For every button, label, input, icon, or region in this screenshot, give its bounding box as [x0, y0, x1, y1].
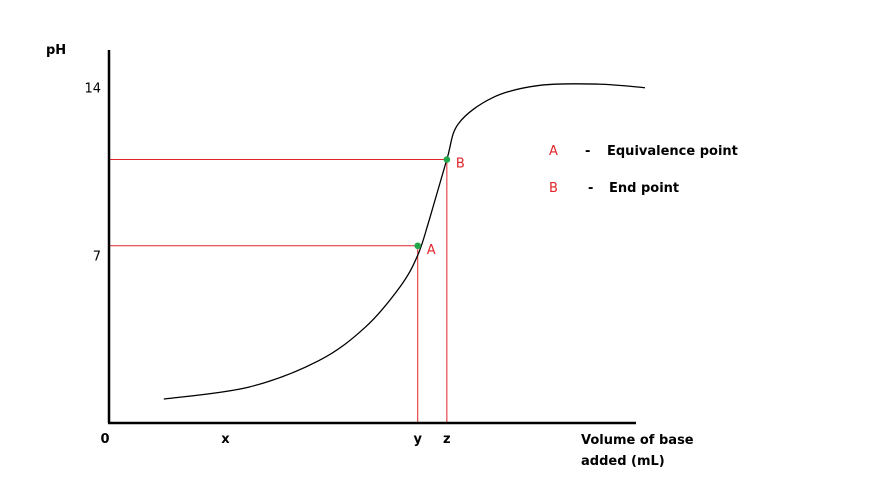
legend-text-b: End point [609, 181, 679, 196]
legend-text-a: Equivalence point [607, 144, 738, 159]
point-marks: AB [414, 156, 465, 258]
x-axis-label-line-2: added (mL) [581, 454, 665, 469]
x-tick-label-x: x [221, 432, 230, 447]
x-tick-label-z: z [443, 432, 451, 447]
point-label-a: A [427, 243, 436, 258]
y-tick-label-14: 14 [84, 82, 101, 97]
legend-key-b: B [549, 181, 558, 196]
x-axis-label-line-1: Volume of base [581, 433, 694, 448]
legend: A - Equivalence point B - End point [549, 144, 738, 196]
point-label-b: B [456, 157, 465, 172]
y-axis-label: pH [46, 43, 66, 58]
guide-lines [109, 159, 448, 423]
tick-labels: 14 7 0 x y z [84, 82, 450, 447]
titration-curve [163, 83, 645, 400]
point-b [443, 156, 451, 163]
axes [107, 50, 636, 425]
legend-entry-b: B - End point [549, 181, 679, 196]
x-tick-label-y: y [413, 432, 422, 447]
point-a [414, 242, 422, 250]
x-tick-label-0: 0 [100, 432, 109, 447]
legend-entry-a: A - Equivalence point [549, 144, 738, 159]
y-tick-label-7: 7 [93, 249, 101, 264]
legend-sep-b: - [588, 181, 593, 196]
legend-key-a: A [549, 144, 558, 159]
legend-sep-a: - [585, 144, 590, 159]
